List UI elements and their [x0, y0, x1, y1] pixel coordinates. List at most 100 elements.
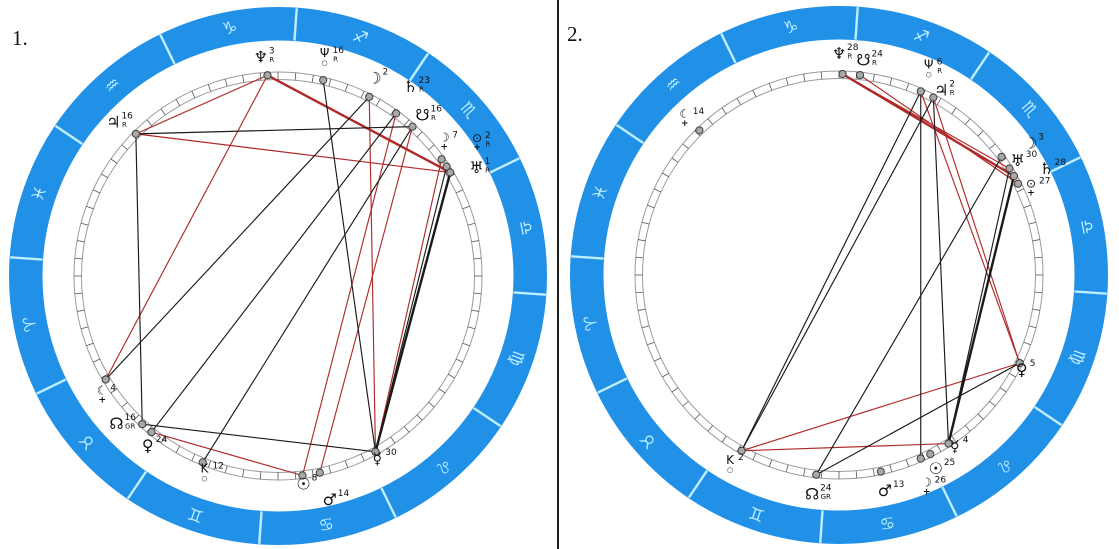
planet-label-moon: ☽ 3 — [1023, 133, 1044, 153]
planet-glyph-mars: ♂ — [323, 490, 337, 509]
sign-boundary — [408, 52, 430, 82]
degree-tick — [671, 157, 679, 163]
zodiac-sign-capricorn: ♑ — [782, 16, 801, 39]
aspect-red-neptune-lilith — [105, 75, 268, 380]
degree-tick — [635, 256, 644, 259]
planet-glyph-selena: ☽ — [439, 130, 450, 144]
degree-tick — [80, 326, 89, 330]
degree-tick — [375, 99, 381, 107]
degree-tick — [344, 84, 349, 92]
planet-label-lilith: ☾+4 — [97, 384, 116, 406]
degree-tick — [682, 401, 689, 407]
planet-dot-venus — [147, 428, 156, 437]
planet-glyph-saturn: ♄ — [403, 77, 417, 96]
planet-label-jupiter: ♃ 16R — [106, 112, 133, 132]
planet-glyph-saturn: ♄ — [1039, 159, 1053, 178]
aspect-red-south-node-mars — [319, 126, 414, 473]
planet-glyph-chiron: K — [726, 453, 735, 467]
degree-tick — [951, 435, 957, 443]
aspect-black-jupiter-mercury — [932, 97, 950, 444]
planet-glyph-jupiter: ♃ — [934, 80, 948, 99]
planet-glyph-base-proserpina: ○ — [322, 59, 328, 67]
degree-tick — [905, 459, 910, 467]
planet-glyph-proserpina: Ψ — [320, 46, 329, 60]
planet-retrograde-flag: R — [122, 121, 127, 129]
planet-retrograde-flag: R — [269, 56, 274, 64]
planet-dot-mercury — [944, 439, 953, 448]
planet-label-chiron: K○ 12 — [201, 462, 224, 483]
degree-tick — [977, 413, 984, 420]
planet-glyph-sun: ☉ — [296, 474, 310, 493]
planet-degree: 28 — [1055, 158, 1067, 168]
aspect-black-pluto-mercury — [374, 166, 448, 452]
degree-tick — [647, 204, 655, 209]
planet-degree: 2 — [382, 67, 388, 77]
degree-tick — [259, 72, 262, 81]
aspect-black-saturn-mercury — [947, 175, 1016, 444]
sign-boundary — [615, 123, 645, 145]
degree-tick — [855, 470, 858, 479]
sign-boundary — [54, 124, 84, 146]
planet-glyph-moon: ☽ — [367, 68, 381, 87]
planet-glyph-proserpina: Ψ — [924, 58, 933, 72]
planet-glyph-south-node: ☋ — [856, 50, 870, 69]
planet-label-venus: ♀ 24 — [142, 435, 168, 455]
sign-boundary — [513, 291, 546, 296]
aspect-red-chiron-mercury — [741, 442, 949, 452]
degree-tick — [785, 77, 789, 86]
planet-degree: 13 — [893, 480, 904, 490]
planet-dot-lilith — [101, 375, 110, 384]
degree-tick — [146, 119, 152, 126]
planet-label-lilith: ☾+14 — [679, 107, 704, 129]
planet-degree: 30 — [385, 448, 397, 458]
planet-degree: 1 — [485, 157, 491, 167]
degree-tick — [360, 453, 365, 462]
planet-degree: 2 — [485, 131, 491, 141]
degree-tick — [965, 425, 971, 432]
degree-tick — [328, 465, 332, 474]
degree-tick — [404, 426, 410, 433]
planet-retrograde-flag: R — [485, 167, 490, 175]
degree-tick — [905, 83, 910, 91]
degree-tick — [889, 77, 893, 86]
planet-label-pluto: ⊙+27 — [1026, 176, 1050, 198]
degree-tick — [1032, 239, 1040, 242]
degree-tick — [294, 72, 297, 81]
sign-boundary — [380, 487, 397, 518]
planet-dot-jupiter — [929, 93, 938, 102]
degree-tick — [175, 445, 181, 453]
planet-glyph-base-selena: + — [441, 142, 449, 152]
planet-label-uranus: ♅ 1R — [469, 157, 490, 177]
chart-number-label: 1. — [12, 26, 28, 50]
aspect-black-north-node-mercury — [142, 423, 376, 453]
planet-label-uranus: ♅ 30 — [1011, 150, 1038, 170]
planet-glyph-selena: ☽ — [921, 476, 932, 490]
degree-tick — [467, 222, 476, 226]
degree-tick — [682, 143, 689, 149]
degree-tick — [160, 108, 166, 116]
degree-tick — [707, 118, 713, 125]
planet-dot-sun — [916, 454, 925, 463]
degree-tick — [785, 464, 789, 473]
planet-label-venus: ♀ 5 — [1016, 359, 1036, 379]
planet-dot-mars — [315, 468, 324, 477]
planet-retrograde-flag: R — [485, 140, 490, 148]
degree-tick — [653, 188, 662, 193]
planet-retrograde-flag: GR — [125, 422, 135, 430]
planet-glyph-chiron: K — [201, 462, 210, 476]
degree-tick — [467, 326, 476, 330]
degree-tick — [428, 402, 435, 408]
degree-tick — [110, 388, 118, 394]
planet-label-neptune: ♆ 28R — [832, 43, 859, 63]
planet-retrograde-flag: GR — [821, 493, 831, 501]
sign-boundary — [293, 8, 298, 41]
sign-boundary — [941, 486, 958, 517]
planet-label-chiron: K○ 2 — [726, 453, 744, 474]
degree-tick — [965, 118, 971, 125]
degree-tick — [404, 119, 410, 126]
planet-label-selena: ☽+7 — [439, 130, 458, 152]
degree-tick — [390, 436, 396, 444]
planet-degree: 8 — [312, 473, 318, 483]
degree-tick — [1023, 204, 1031, 209]
degree-tick — [752, 452, 757, 461]
